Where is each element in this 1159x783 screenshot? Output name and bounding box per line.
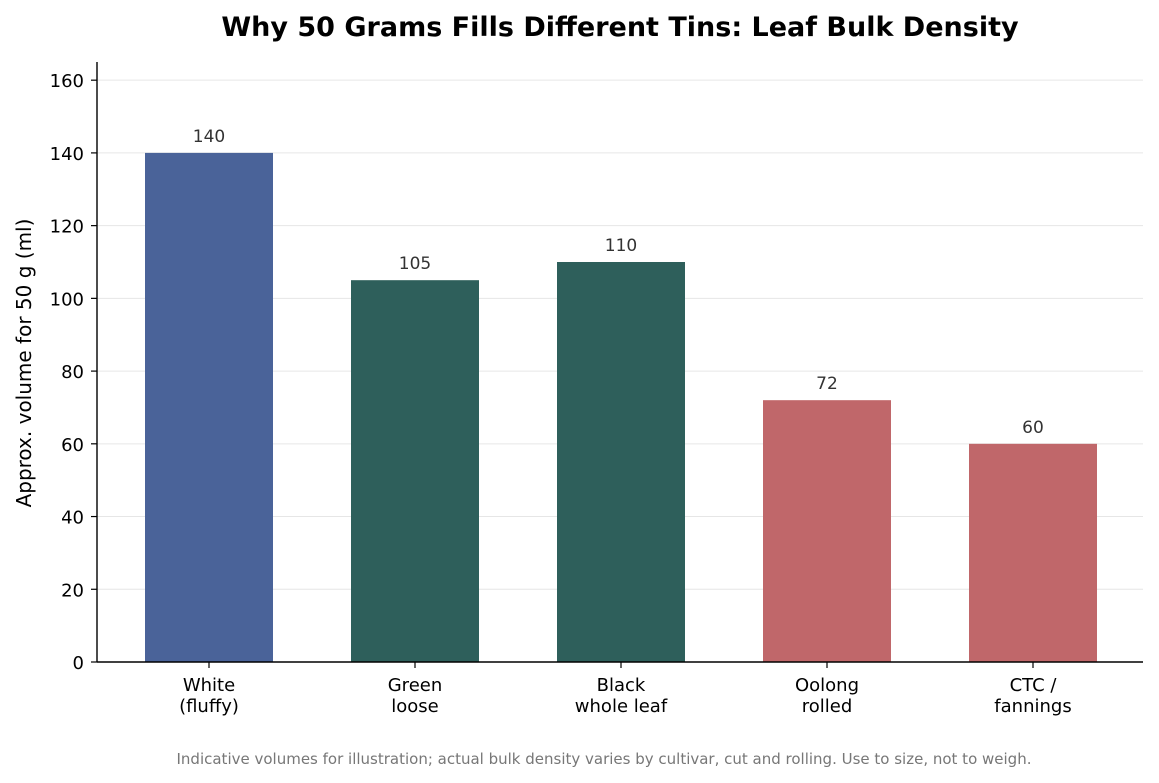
bar [763,400,891,662]
bar [557,262,685,662]
x-tick-label: White [183,675,235,696]
x-tick-label: rolled [802,696,853,717]
x-tick-label: (fluffy) [179,696,239,717]
y-tick-label: 140 [50,144,84,165]
bar-value-label: 60 [1022,418,1044,438]
y-tick-label: 60 [61,435,84,456]
chart-title: Why 50 Grams Fills Different Tins: Leaf … [221,12,1019,43]
x-tick-label: CTC / [1010,675,1058,696]
bar-value-label: 105 [399,254,431,274]
x-tick-label: Green [388,675,443,696]
bar-value-label: 110 [605,236,637,256]
y-tick-label: 120 [50,217,84,238]
y-ticks: 0 20 40 60 80 100 120 140 160 [50,71,97,674]
x-tick-label: Black [597,675,646,696]
y-tick-label: 20 [61,580,84,601]
bar [969,443,1097,662]
y-tick-label: 100 [50,289,84,310]
chart-caption: Indicative volumes for illustration; act… [177,750,1032,768]
bar-value-label: 72 [816,374,838,394]
y-tick-label: 80 [61,362,84,383]
y-tick-label: 160 [50,71,84,92]
y-tick-label: 40 [61,508,84,529]
axes [96,62,1143,663]
x-tick-label: loose [391,696,438,717]
bars [145,152,1097,662]
bar [145,152,273,662]
x-tick-label: Oolong [795,675,859,696]
y-axis-label: Approx. volume for 50 g (ml) [12,219,36,508]
bar-value-label: 140 [193,127,225,147]
bar [351,280,479,662]
x-tick-label: fannings [994,696,1071,717]
x-tick-label: whole leaf [575,696,668,717]
value-labels: 140 105 110 72 60 [193,127,1044,438]
y-tick-label: 0 [73,653,84,674]
